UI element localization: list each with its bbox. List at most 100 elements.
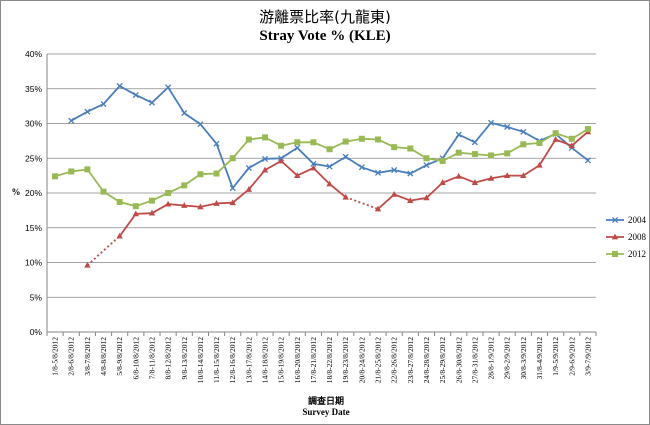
data-point-2012 [68, 168, 75, 175]
x-tick-label: 8/8-12/8/2012 [164, 337, 173, 380]
x-tick-label: 20/8-24/8/2012 [357, 337, 366, 383]
data-point-2012 [294, 139, 301, 146]
data-point-2012 [504, 150, 511, 157]
y-tick-label: 30% [25, 119, 42, 129]
y-tick-label: 5% [30, 292, 43, 302]
data-point-2008 [342, 193, 349, 200]
data-point-2008 [326, 180, 333, 187]
data-point-2012 [407, 145, 414, 152]
data-point-2012 [100, 188, 107, 195]
data-point-2012 [197, 171, 204, 178]
data-point-2012 [455, 149, 462, 156]
x-tick-label: 2/8-6/8/2012 [67, 337, 76, 376]
data-point-2008 [439, 179, 446, 185]
legend-marker-2004 [611, 216, 619, 224]
data-point-2004 [261, 155, 269, 163]
data-point-2012 [488, 152, 495, 159]
x-tick-label: 30/8-3/9/2012 [519, 337, 528, 380]
x-tick-label: 31/8-4/9/2012 [535, 337, 544, 380]
data-point-2008 [390, 190, 398, 197]
x-tick-label: 7/8-11/8/2012 [147, 337, 156, 379]
data-point-2012 [310, 139, 317, 146]
x-tick-label: 15/8-19/8/2012 [277, 337, 286, 383]
y-tick-label: 25% [25, 153, 42, 163]
data-point-2008 [197, 203, 204, 210]
x-tick-label: 23/8-27/8/2012 [406, 337, 415, 383]
data-point-2012 [116, 199, 123, 206]
data-point-2008 [148, 209, 156, 216]
legend-label-2012: 2012 [628, 249, 646, 259]
x-tick-label: 3/8-7/8/2012 [83, 337, 92, 376]
data-point-2012 [213, 170, 220, 177]
data-point-2004 [116, 82, 123, 90]
data-point-2008 [213, 200, 220, 206]
x-tick-label: 14/8-18/8/2012 [260, 337, 269, 383]
x-tick-label: 16/8-20/8/2012 [293, 337, 302, 383]
data-point-2004 [229, 185, 236, 192]
data-point-2008 [407, 197, 414, 204]
data-point-2004 [100, 100, 107, 108]
x-tick-label: 6/8-10/8/2012 [131, 337, 140, 380]
data-point-2004 [132, 91, 139, 99]
data-point-2004 [326, 163, 333, 170]
data-point-2012 [245, 136, 252, 143]
legend-label-2004: 2004 [628, 215, 647, 225]
data-point-2008 [277, 157, 285, 164]
data-point-2004 [165, 84, 172, 91]
x-tick-label: 1/8-5/8/2012 [51, 337, 60, 376]
data-point-2012 [358, 135, 365, 142]
data-point-2008 [229, 199, 236, 206]
x-tick-label: 27/8-31/8/2012 [470, 337, 479, 383]
data-point-2004 [245, 164, 252, 172]
y-tick-labels: 0% 5% 10% 15% 20% 25% 30% 35% 40% [25, 49, 42, 337]
x-tick-label: 3/9-7/9/2012 [583, 337, 592, 376]
data-point-2012 [439, 158, 446, 165]
x-tick-label: 18/8-22/8/2012 [325, 337, 334, 383]
series-gap-2008 [345, 196, 379, 210]
series-line-2004 [70, 84, 589, 190]
data-point-2008 [116, 232, 123, 239]
x-tick-label: 12/8-16/8/2012 [228, 337, 237, 383]
data-point-2004 [342, 153, 349, 160]
series-markers [52, 82, 592, 268]
y-axis-label: % [12, 187, 21, 197]
x-axis-label-en: Survey Date [302, 407, 349, 417]
data-point-2008 [245, 186, 253, 192]
data-point-2012 [132, 203, 139, 210]
x-tick-label: 21/8-25/8/2012 [374, 337, 383, 383]
series-line-2012 [54, 128, 589, 208]
data-point-2008 [455, 172, 462, 179]
data-point-2008 [84, 261, 91, 268]
data-point-2004 [471, 139, 478, 146]
legend-marker-2012 [612, 251, 618, 257]
data-point-2008 [181, 202, 188, 208]
legend-label-2008: 2008 [628, 232, 647, 242]
x-tick-label: 13/8-17/8/2012 [244, 337, 253, 383]
data-point-2008 [552, 136, 559, 142]
data-point-2012 [52, 173, 59, 180]
x-tick-label: 17/8-21/8/2012 [309, 337, 318, 383]
x-tick-label: 10/8-14/8/2012 [196, 337, 205, 383]
data-point-2012 [165, 190, 172, 196]
data-point-2004 [84, 108, 91, 115]
data-point-2004 [374, 169, 382, 176]
data-point-2012 [326, 146, 333, 153]
data-point-2012 [423, 155, 430, 162]
data-point-2012 [536, 139, 543, 146]
x-tick-label: 26/8-30/8/2012 [454, 337, 463, 383]
data-point-2004 [423, 162, 430, 169]
chart-title: 游離票比率(九龍東) [259, 8, 391, 26]
data-point-2012 [471, 151, 478, 158]
data-point-2008 [423, 194, 430, 201]
legend: 2004 2008 2012 [606, 215, 647, 259]
data-point-2008 [471, 179, 479, 185]
x-tick-label: 19/8-23/8/2012 [341, 337, 350, 383]
data-point-2004 [358, 164, 365, 171]
data-point-2004 [148, 99, 156, 106]
data-point-2012 [84, 166, 91, 173]
chart-subtitle: Stray Vote % (KLE) [259, 28, 391, 44]
data-point-2012 [278, 142, 285, 149]
series-gap-2008 [86, 235, 121, 266]
data-point-2012 [520, 141, 527, 148]
data-point-2008 [261, 166, 269, 173]
